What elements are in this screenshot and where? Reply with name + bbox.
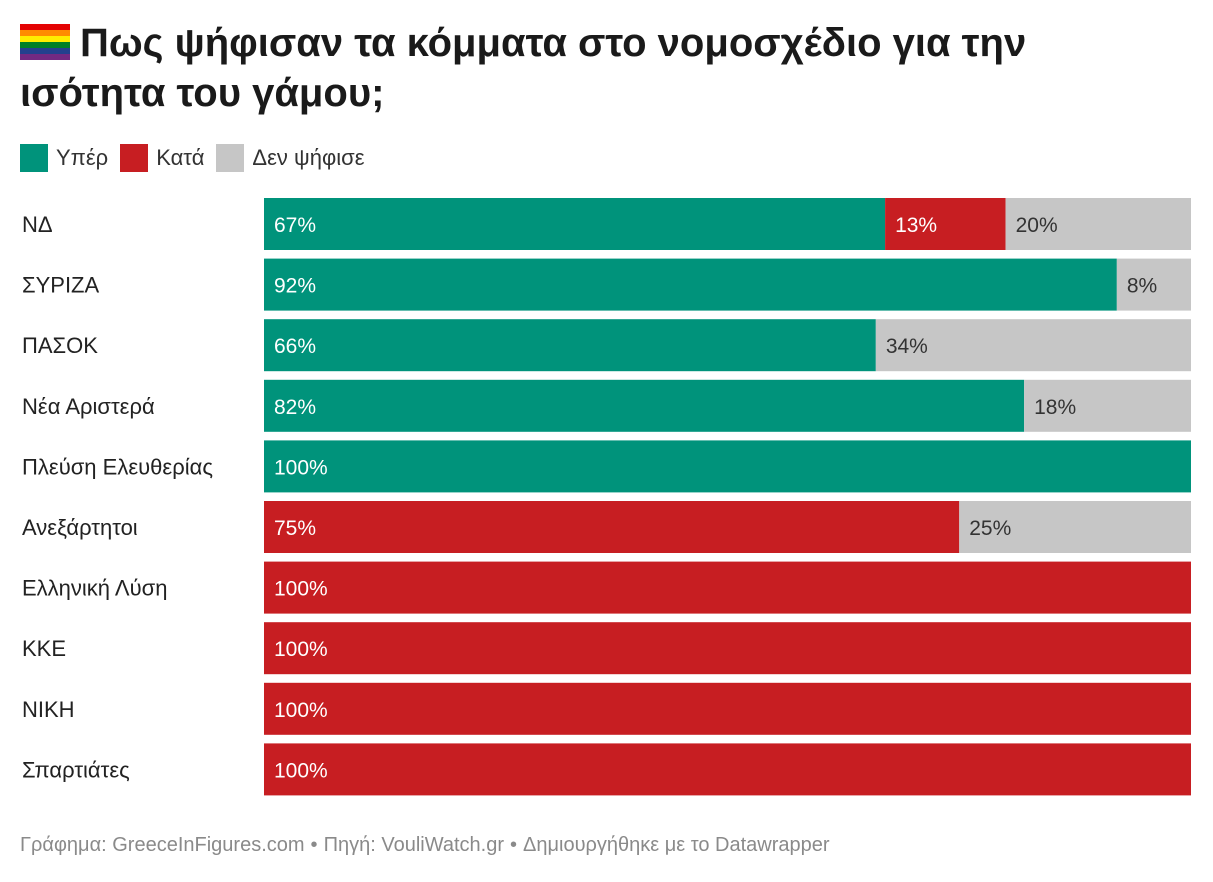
bar-segment-no [264, 682, 1191, 735]
category-label: ΝΙΚΗ [22, 697, 75, 722]
data-label-yes: 66% [274, 335, 316, 358]
stacked-bar-chart: ΝΔ 67% 13% 20% ΣΥΡΙΖΑ 92% 8% ΠΑΣΟΚ 66% 34% Νέα Αρι… [22, 198, 1191, 796]
data-label-no: 100% [274, 638, 328, 661]
category-label: ΚΚΕ [22, 636, 66, 661]
legend-label-absent: Δεν ψήφισε [252, 145, 365, 170]
data-label-absent: 18% [1034, 396, 1076, 419]
legend-item-no: Κατά [120, 144, 204, 172]
data-label-no: 75% [274, 517, 316, 540]
category-label: ΝΔ [22, 212, 53, 237]
bar-segment-no [264, 501, 960, 553]
category-label: ΣΥΡΙΖΑ [22, 273, 99, 298]
chart-title-text: Πως ψήφισαν τα κόμματα στο νομοσχέδιο γι… [20, 21, 1027, 115]
data-label-no: 100% [274, 759, 328, 782]
category-label: Ελληνική Λύση [22, 576, 167, 601]
footer: Γράφημα: GreeceInFigures.com • Πηγή: Vouli… [20, 834, 830, 857]
data-label-yes: 67% [274, 214, 316, 237]
legend-label-no: Κατά [156, 145, 205, 170]
bar-segment-yes [264, 258, 1117, 311]
chart-title: Πως ψήφισαν τα κόμματα στο νομοσχέδιο γι… [20, 18, 1170, 118]
bar-segment-absent [1116, 258, 1191, 311]
bar-segment-yes [264, 319, 876, 372]
bar-segment-absent [959, 501, 1191, 553]
bar-segment-absent [1024, 379, 1191, 432]
category-label: Σπαρτιάτες [22, 757, 130, 782]
legend-swatch-no [120, 144, 149, 172]
legend: Υπέρ Κατά Δεν ψήφισε [20, 144, 365, 172]
footer-source: Πηγή: VouliWatch.gr [323, 834, 505, 856]
bar-segment-no [264, 743, 1191, 796]
data-label-absent: 34% [886, 335, 928, 358]
data-label-absent: 8% [1127, 275, 1157, 298]
footer-chart-credit: Γράφημα: GreeceInFigures.com [20, 834, 305, 856]
data-label-absent: 20% [1016, 214, 1058, 237]
category-label: Ανεξάρτητοι [22, 515, 138, 540]
footer-separator-1: • [310, 834, 318, 856]
category-label: Πλεύση Ελευθερίας [22, 454, 213, 479]
bar-segment-no [885, 198, 1006, 250]
data-label-yes: 82% [274, 396, 316, 419]
legend-swatch-yes [20, 144, 48, 172]
bar-segment-no [264, 622, 1191, 675]
data-label-yes: 100% [274, 456, 328, 479]
footer-tool: Δημιουργήθηκε με το Datawrapper [523, 834, 830, 856]
data-label-yes: 92% [274, 275, 316, 298]
bar-segment-no [264, 561, 1191, 614]
legend-swatch-absent [216, 144, 245, 172]
category-label: ΠΑΣΟΚ [22, 333, 98, 358]
category-label: Νέα Αριστερά [22, 394, 155, 419]
data-label-no: 13% [895, 214, 937, 237]
legend-label-yes: Υπέρ [56, 145, 109, 170]
legend-item-yes: Υπέρ [20, 144, 108, 172]
data-label-no: 100% [274, 699, 328, 722]
data-label-absent: 25% [969, 517, 1011, 540]
bar-segment-yes [264, 379, 1025, 432]
bar-segment-yes [264, 198, 886, 250]
bar-segment-yes [264, 440, 1191, 493]
legend-item-absent: Δεν ψήφισε [216, 144, 365, 172]
bar-segment-absent [1005, 198, 1191, 250]
data-label-no: 100% [274, 578, 328, 601]
bar-segment-absent [875, 319, 1191, 372]
rainbow-flag-icon [20, 24, 70, 60]
footer-separator-2: • [510, 834, 518, 856]
